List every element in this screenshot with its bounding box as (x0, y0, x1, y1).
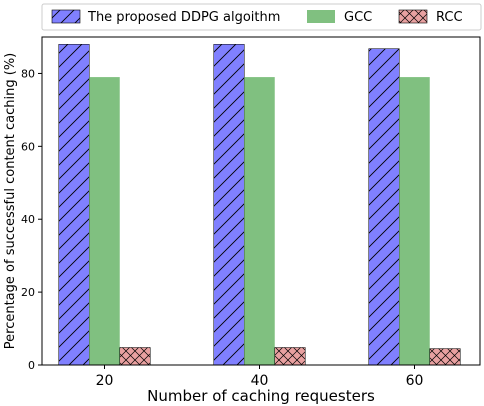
legend-label-rcc: RCC (436, 10, 463, 25)
x-axis-label: Number of caching requesters (147, 387, 375, 405)
y-axis-ticks: 0 20 40 60 80 (21, 67, 42, 372)
legend-frame (41, 3, 482, 31)
x-tick-label: 40 (251, 373, 269, 389)
y-tick-label: 20 (21, 286, 35, 299)
bar-series-2-cat-40 (274, 347, 306, 366)
bar-series-2-cat-60 (429, 348, 461, 366)
y-tick-label: 40 (21, 213, 35, 226)
legend: The proposed DDPG algoithm GCC RCC (41, 3, 482, 31)
legend-label-ddpg: The proposed DDPG algoithm (87, 10, 280, 25)
legend-swatch-gcc (307, 10, 335, 23)
y-tick-label: 80 (21, 67, 35, 80)
bar-series-0-cat-40 (213, 44, 245, 366)
bar-series-0-cat-60 (368, 48, 400, 366)
x-axis-ticks: 20 40 60 (96, 365, 424, 389)
legend-label-gcc: GCC (344, 10, 372, 25)
bar-series-1-cat-20 (89, 77, 120, 365)
x-tick-label: 20 (96, 373, 114, 389)
plot-frame (41, 36, 481, 366)
bars (58, 44, 461, 366)
y-tick-label: 0 (28, 359, 35, 372)
y-tick-label: 60 (21, 140, 35, 153)
legend-swatch-ddpg (51, 9, 81, 24)
y-axis-label: Percentage of successful content caching… (3, 53, 18, 349)
bar-series-1-cat-60 (399, 77, 430, 365)
bar-series-2-cat-20 (119, 347, 151, 366)
bar-series-1-cat-40 (244, 77, 275, 365)
bar-series-0-cat-20 (58, 44, 90, 366)
legend-swatch-rcc (398, 9, 428, 24)
x-tick-label: 60 (406, 373, 424, 389)
